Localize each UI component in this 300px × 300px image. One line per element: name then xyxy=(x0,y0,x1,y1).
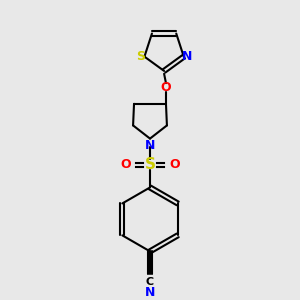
Text: C: C xyxy=(146,277,154,287)
Text: S: S xyxy=(136,50,145,63)
Text: N: N xyxy=(145,139,155,152)
Text: O: O xyxy=(169,158,180,171)
Text: N: N xyxy=(145,286,155,299)
Text: O: O xyxy=(161,81,171,94)
Text: O: O xyxy=(120,158,131,171)
Text: N: N xyxy=(182,50,193,63)
Text: S: S xyxy=(145,158,155,172)
